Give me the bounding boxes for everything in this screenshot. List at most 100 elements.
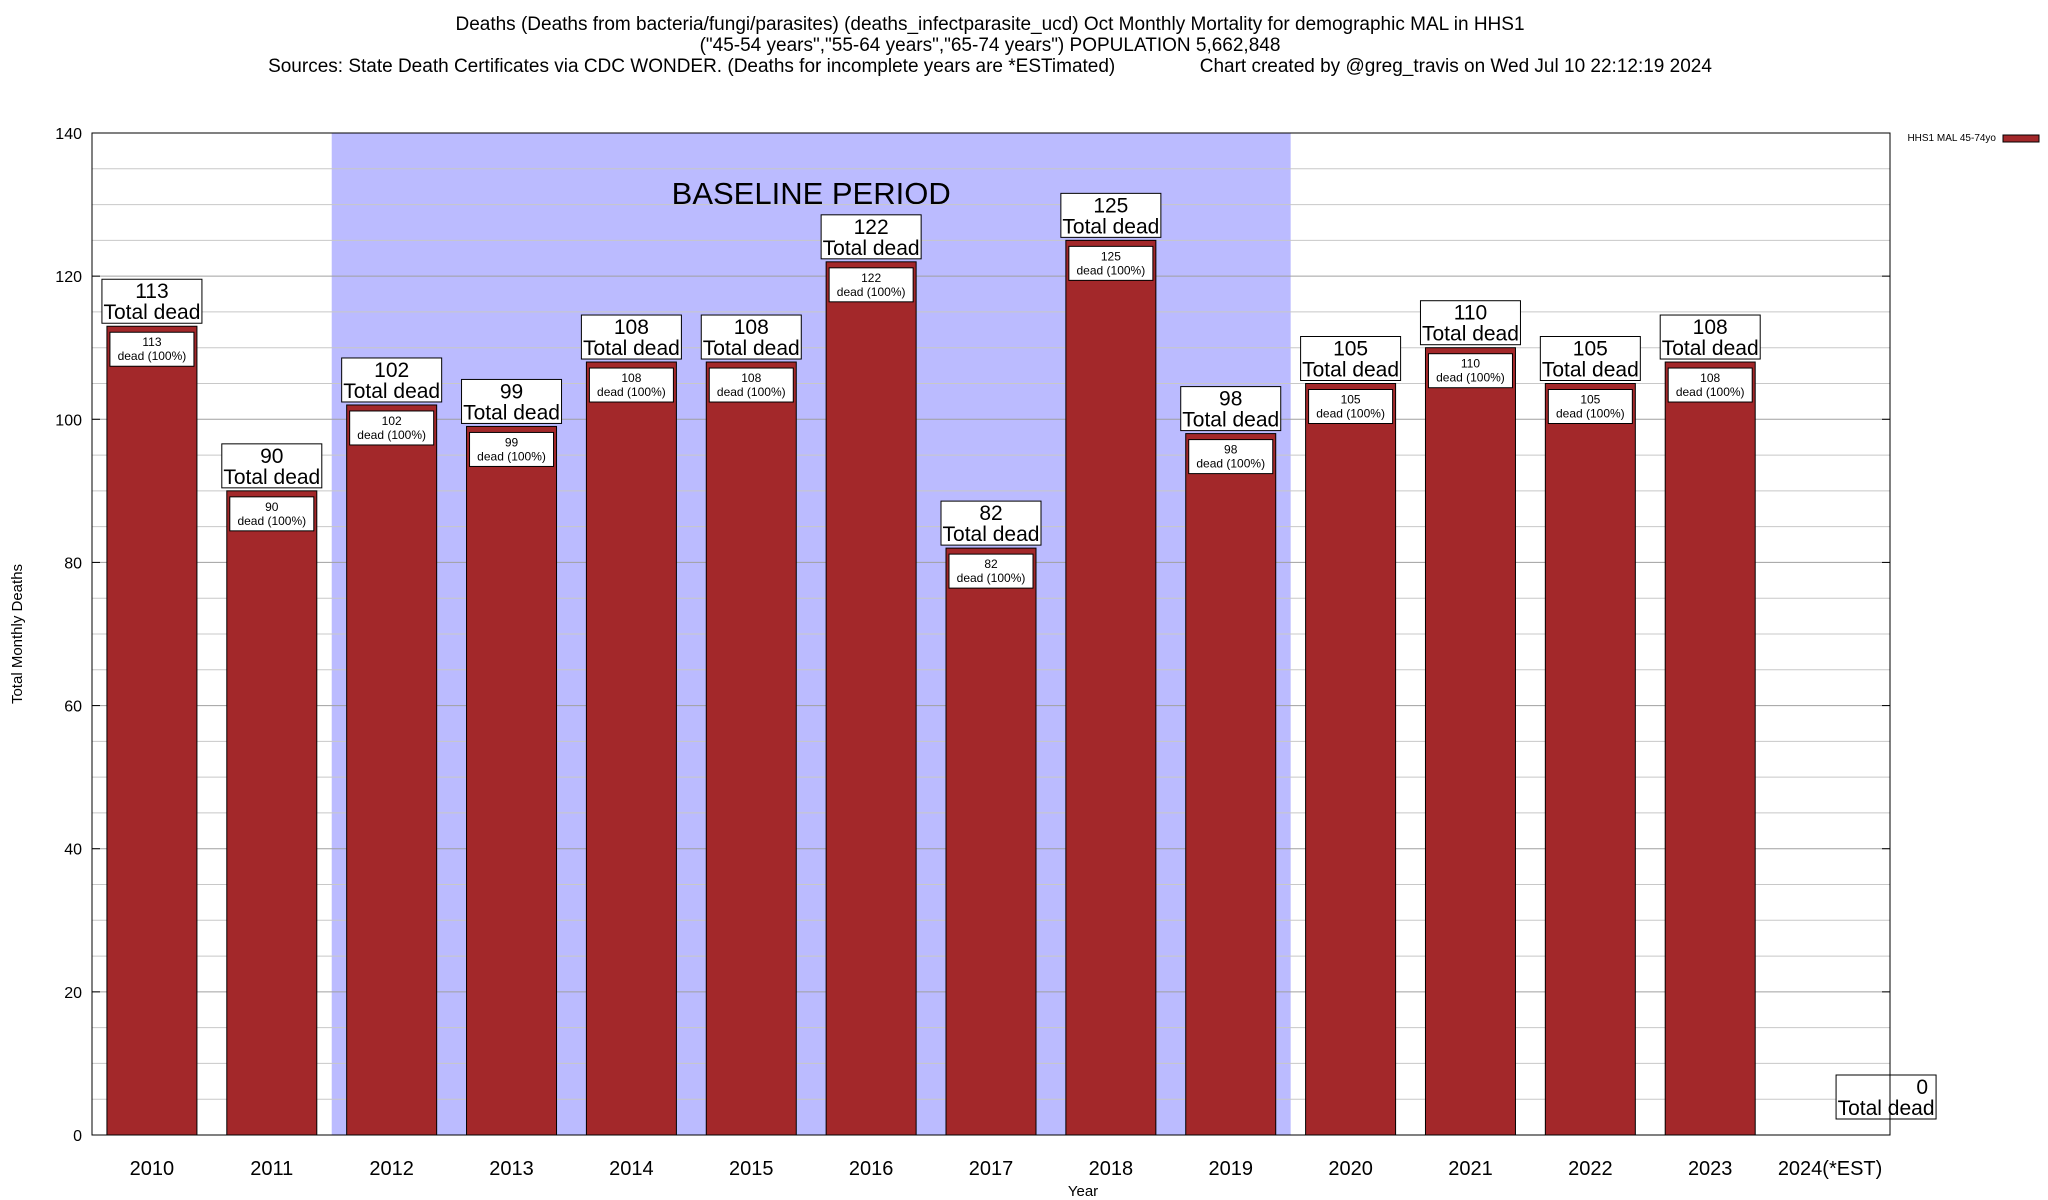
legend-label: HHS1 MAL 45-74yo — [1907, 133, 1996, 144]
inner-percent-label: dead (100%) — [1077, 263, 1146, 277]
total-value-label: 105 — [1333, 338, 1368, 361]
inner-percent-label: dead (100%) — [237, 514, 306, 528]
total-value-label: 99 — [500, 380, 523, 403]
bar — [1544, 383, 1636, 1136]
total-label-box — [1659, 314, 1761, 360]
total-dead-label: Total dead — [823, 237, 920, 260]
inner-label-box — [948, 553, 1034, 589]
inner-label-box — [109, 331, 195, 367]
legend-swatch — [2002, 134, 2040, 143]
y-tick-label: 80 — [64, 555, 82, 572]
total-dead-label: Total dead — [943, 523, 1040, 546]
x-tick-label: 2010 — [130, 1158, 175, 1180]
total-label-box — [341, 357, 443, 403]
inner-percent-label: dead (100%) — [477, 449, 546, 463]
x-tick-label: 2014 — [609, 1158, 654, 1180]
total-label-box — [1419, 300, 1521, 346]
y-tick-label: 40 — [64, 842, 82, 859]
x-tick-label: 2016 — [849, 1158, 894, 1180]
x-tick-label: 2023 — [1688, 1158, 1733, 1180]
y-tick-label: 140 — [55, 126, 82, 143]
bar — [705, 361, 797, 1136]
total-label-box — [1180, 386, 1282, 432]
inner-value-label: 82 — [984, 557, 998, 571]
inner-percent-label: dead (100%) — [357, 428, 426, 442]
total-value-label: 82 — [979, 502, 1002, 525]
inner-label-box — [1427, 353, 1513, 389]
total-label-box — [101, 278, 203, 324]
bar — [1664, 361, 1756, 1136]
x-tick-label: 2021 — [1448, 1158, 1493, 1180]
y-tick-label: 100 — [55, 412, 82, 429]
total-dead-label: Total dead — [463, 401, 560, 424]
chart-title: Deaths (Deaths from bacteria/fungi/paras… — [455, 14, 1525, 35]
total-label-box — [221, 443, 323, 489]
inner-percent-label: dead (100%) — [597, 385, 666, 399]
inner-value-label: 99 — [505, 435, 519, 449]
inner-percent-label: dead (100%) — [1556, 407, 1625, 421]
inner-label-box — [349, 410, 435, 446]
bars-layer — [106, 239, 1756, 1136]
inner-percent-label: dead (100%) — [1676, 385, 1745, 399]
inner-value-label: 90 — [265, 500, 279, 514]
bar — [945, 547, 1037, 1136]
total-value-label: 122 — [854, 216, 889, 239]
inner-label-box — [469, 431, 555, 467]
inner-value-label: 98 — [1224, 443, 1238, 457]
bar — [226, 490, 318, 1136]
bar — [106, 325, 198, 1136]
inner-percent-label: dead (100%) — [118, 349, 187, 363]
total-dead-label: Total dead — [1302, 359, 1399, 382]
inner-percent-label: dead (100%) — [1436, 371, 1505, 385]
axis-layer: 2010 2011 2012 2013 2014 2015 2016 2017 2018 2019… — [9, 126, 1891, 1200]
chart-title-block: Deaths (Deaths from bacteria/fungi/paras… — [0, 14, 1980, 77]
total-value-label: 108 — [734, 316, 769, 339]
chart-sources: Sources: State Death Certificates via CD… — [268, 56, 1712, 77]
inner-value-label: 125 — [1101, 249, 1121, 263]
inner-label-box — [229, 496, 315, 532]
x-tick-label: 2024(*EST) — [1778, 1158, 1883, 1180]
bar — [1424, 347, 1516, 1136]
inner-label-box — [828, 267, 914, 303]
y-tick-label: 0 — [73, 1128, 82, 1145]
total-label-box — [1300, 336, 1402, 381]
total-dead-label: Total dead — [1422, 323, 1519, 346]
inner-percent-label: dead (100%) — [717, 385, 786, 399]
y-tick-label: 20 — [64, 985, 82, 1002]
total-value-label: 113 — [135, 280, 168, 303]
bar — [346, 404, 438, 1136]
baseline-period-label: BASELINE PERIOD — [672, 176, 951, 211]
inner-label-box — [708, 367, 794, 403]
y-tick-label: 60 — [64, 699, 82, 716]
inner-value-label: 110 — [1461, 357, 1480, 371]
total-label-box — [461, 378, 563, 424]
inner-value-label: 105 — [1341, 393, 1361, 407]
inner-label-box — [1547, 389, 1633, 424]
inner-percent-label: dead (100%) — [957, 571, 1026, 585]
total-dead-label: Total dead — [343, 380, 440, 403]
x-tick-label: 2019 — [1208, 1158, 1253, 1180]
total-dead-label: Total dead — [1838, 1097, 1935, 1120]
total-value-label: 125 — [1093, 194, 1128, 217]
inner-value-label: 102 — [382, 414, 402, 428]
x-tick-label: 2020 — [1328, 1158, 1373, 1180]
inner-label-box — [1188, 439, 1274, 475]
inner-value-label: 105 — [1580, 393, 1600, 407]
total-dead-label: Total dead — [1542, 359, 1639, 382]
total-label-box — [580, 314, 682, 360]
x-axis-title: Year — [1068, 1183, 1098, 1200]
chart-subtitle: ("45-54 years","55-64 years","65-74 year… — [699, 35, 1281, 56]
total-label-box — [1835, 1074, 1937, 1120]
bar — [1305, 383, 1397, 1136]
inner-label-box — [1667, 367, 1753, 403]
plot-border — [91, 132, 1891, 1136]
total-value-label: 108 — [1693, 316, 1728, 339]
inner-value-label: 108 — [621, 371, 641, 385]
total-value-label: 110 — [1454, 302, 1487, 325]
total-dead-label: Total dead — [1062, 215, 1159, 238]
x-tick-label: 2022 — [1568, 1158, 1613, 1180]
x-tick-label: 2013 — [489, 1158, 534, 1180]
inner-value-label: 108 — [741, 371, 761, 385]
legend: HHS1 MAL 45-74yo — [1907, 133, 2040, 144]
